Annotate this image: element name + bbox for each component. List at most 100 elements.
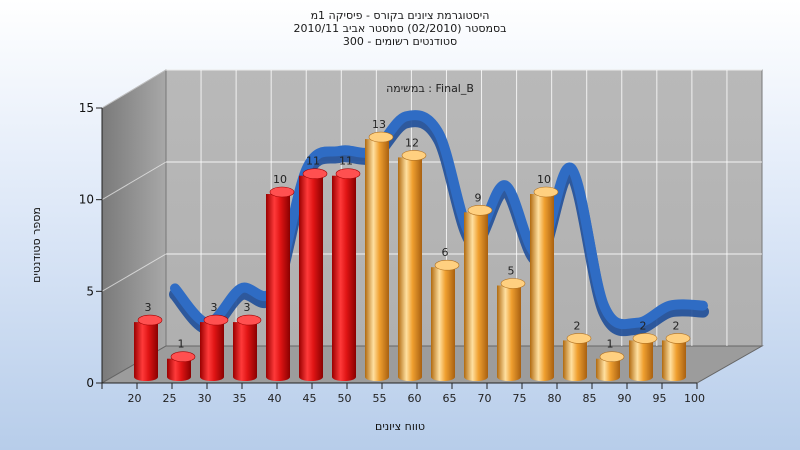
- x-tick-label: 85: [583, 392, 597, 405]
- bar-base: [167, 373, 191, 381]
- bar-base: [596, 373, 620, 381]
- bar-cap: [599, 351, 625, 363]
- bar-base: [662, 373, 686, 381]
- bar-body: [299, 175, 323, 377]
- bar-base: [200, 373, 224, 381]
- bar-body: [431, 267, 455, 377]
- bar-value-label: 1: [178, 338, 185, 351]
- bar-cap: [533, 186, 559, 198]
- x-tick-label: 90: [618, 392, 632, 405]
- bar-value-label: 13: [372, 118, 386, 131]
- bar: 11: [332, 155, 361, 381]
- bar-base: [233, 373, 257, 381]
- bar-body: [497, 285, 521, 377]
- bar: 3: [134, 301, 163, 381]
- bar-base: [299, 373, 323, 381]
- bar-base: [530, 373, 554, 381]
- bar: 1: [596, 338, 625, 381]
- x-tick-label: 50: [338, 392, 352, 405]
- bar: 3: [200, 301, 229, 381]
- bar-base: [365, 373, 389, 381]
- bar-cap: [467, 205, 493, 216]
- bar-value-label: 12: [405, 136, 419, 149]
- bar: 11: [299, 155, 328, 381]
- y-tick-label: 15: [79, 101, 94, 115]
- bar-body: [332, 175, 356, 377]
- bar-body: [233, 322, 257, 377]
- grid-line-side: [101, 69, 167, 109]
- bar-value-label: 1: [607, 338, 614, 351]
- x-tick-label: 20: [128, 392, 142, 405]
- bar: 5: [497, 265, 526, 381]
- bar-base: [266, 373, 290, 381]
- bar: 3: [233, 301, 262, 381]
- bar-cap: [137, 314, 163, 326]
- x-tick-label: 25: [163, 392, 177, 405]
- bar-value-label: 3: [145, 301, 152, 314]
- bar-value-label: 9: [475, 191, 482, 204]
- chart-annotation: Final_B : במשימה: [386, 82, 474, 95]
- bar-value-label: 2: [673, 319, 680, 332]
- bar-cap: [500, 278, 526, 289]
- bar-cap: [269, 186, 295, 198]
- x-tick-label: 95: [653, 392, 667, 405]
- title-line-1: היסטוגרמת ציונים בקורס - פיסיקה 1מ: [310, 9, 490, 22]
- bar-base: [497, 373, 521, 381]
- y-tick-label: 10: [79, 193, 94, 207]
- bar-body: [398, 157, 422, 377]
- grid-line-side: [101, 253, 167, 292]
- bar-base: [629, 373, 653, 381]
- bar-cap: [368, 131, 394, 143]
- bar-value-label: 10: [537, 173, 551, 186]
- bar-body: [596, 358, 620, 377]
- bar-value-label: 3: [211, 301, 218, 314]
- bar-value-label: 2: [574, 319, 581, 332]
- x-tick-label: 55: [373, 392, 387, 405]
- bar-value-label: 5: [508, 265, 515, 278]
- bar: 1: [167, 338, 196, 381]
- bar-body: [266, 194, 290, 377]
- bar-body: [167, 358, 191, 377]
- bar: 2: [629, 319, 658, 381]
- bar-body: [134, 322, 158, 377]
- bar: 6: [431, 246, 460, 381]
- bar-body: [629, 340, 653, 377]
- bar: 10: [530, 173, 559, 381]
- bar-body: [365, 139, 389, 377]
- x-tick-label: 40: [268, 392, 282, 405]
- bar-cap: [401, 150, 427, 161]
- x-tick-label: 35: [233, 392, 247, 405]
- bar-cap: [665, 333, 691, 344]
- bar-value-label: 11: [339, 155, 353, 168]
- x-tick-label: 65: [443, 392, 457, 405]
- bar-cap: [632, 333, 658, 344]
- bar-base: [398, 373, 422, 381]
- bar: 9: [464, 191, 493, 381]
- bar-value-label: 10: [273, 173, 287, 186]
- bar-cap: [203, 314, 229, 326]
- bar: 2: [563, 319, 592, 381]
- bar-value-label: 11: [306, 155, 320, 168]
- bar: 2: [662, 319, 691, 381]
- x-tick-label: 30: [198, 392, 212, 405]
- bar-value-label: 3: [244, 301, 251, 314]
- x-tick-label: 45: [303, 392, 317, 405]
- bar-cap: [302, 168, 328, 179]
- x-tick-label: 80: [548, 392, 562, 405]
- bar-value-label: 2: [640, 319, 647, 332]
- title-line-2: בסמסטר (02/2010) סמסטר אביב 2010/11: [293, 22, 507, 35]
- bar-value-label: 6: [442, 246, 449, 259]
- bar: 12: [398, 136, 427, 381]
- bar-base: [563, 373, 587, 381]
- y-axis-title: מספר סטודנטים: [30, 207, 43, 283]
- bar-cap: [335, 168, 361, 179]
- chart-title: היסטוגרמת ציונים בקורס - פיסיקה 1מ בסמסט…: [0, 9, 800, 48]
- bar-body: [464, 212, 488, 377]
- x-tick-label: 100: [684, 392, 705, 405]
- bar-cap: [434, 259, 460, 271]
- bar-base: [332, 373, 356, 381]
